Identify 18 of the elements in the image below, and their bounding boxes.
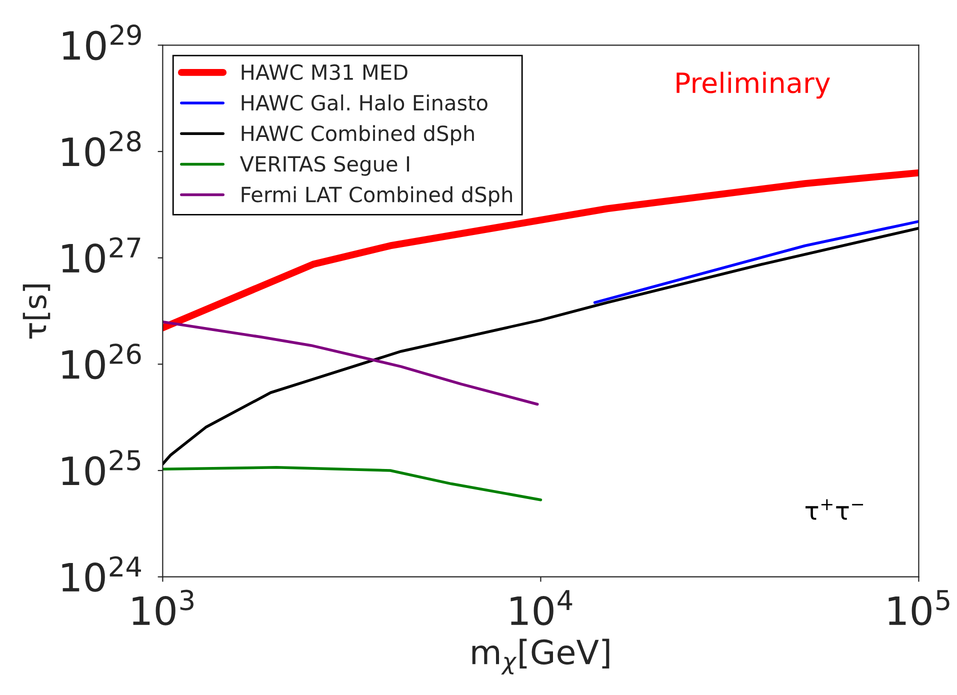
legend-label: HAWC Combined dSph: [242, 125, 474, 146]
annotation: Preliminary: [676, 72, 830, 99]
y-tick-label: 10$^{27}$: [62, 237, 140, 273]
y-tick-label: 10$^{29}$: [63, 24, 141, 60]
legend-label: Fermi LAT Combined dSph: [242, 186, 512, 206]
legend-label: HAWC Gal. Halo Einasto: [242, 94, 488, 111]
x-tick-label: 10$^{3}$: [132, 590, 194, 626]
annotation: τ$^{+}$τ$^{−}$: [806, 499, 864, 520]
legend-label: HAWC M31 MED: [242, 64, 408, 80]
x-axis-title: m$_{χ}$[GeV]: [472, 638, 610, 674]
x-tick-label: 10$^{4}$: [510, 590, 572, 626]
y-tick-label: 10$^{24}$: [62, 556, 141, 592]
y-tick-label: 10$^{28}$: [62, 130, 141, 167]
y-axis-title: τ[s]: [22, 284, 50, 339]
x-tick-label: 10$^{5}$: [888, 590, 950, 626]
legend-label: VERITAS Segue I: [240, 156, 410, 176]
y-tick-label: 10$^{25}$: [62, 450, 140, 486]
y-tick-label: 10$^{26}$: [62, 344, 141, 380]
